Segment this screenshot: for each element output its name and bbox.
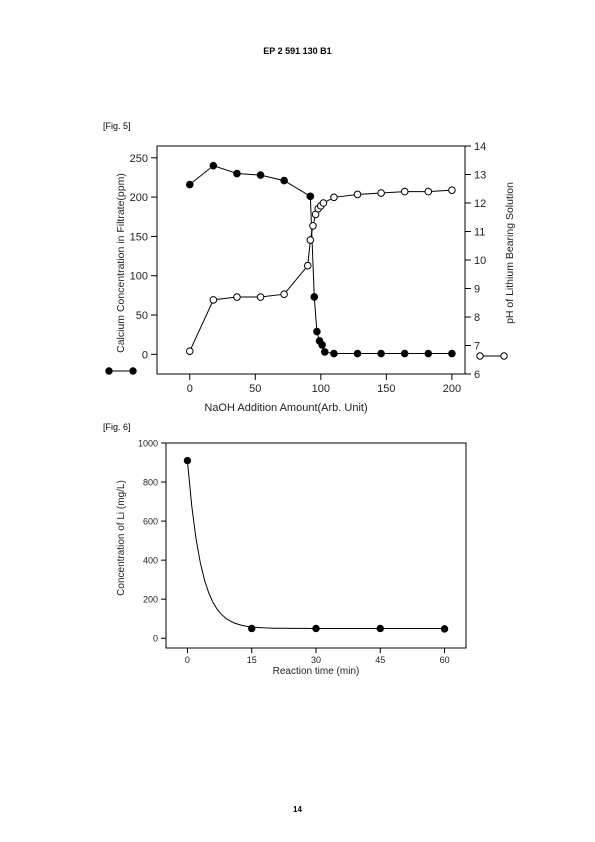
- fig5-ph-point: [256, 293, 265, 301]
- fig5-ph-point: [306, 236, 315, 244]
- fig6-li-point: [183, 456, 192, 465]
- fig6-li-points: [183, 456, 449, 633]
- fig5-left-tick-label: 250: [130, 153, 148, 165]
- fig5-bottom-tick-label: 0: [187, 383, 193, 395]
- fig5-left-tick-label: 200: [130, 192, 148, 204]
- fig5-calcium-point: [424, 349, 433, 358]
- fig6-bottom-axis: 0 15 30 45 60: [185, 648, 450, 665]
- fig5-calcium-point: [306, 192, 315, 201]
- patent-header: EP 2 591 130 B1: [263, 46, 332, 56]
- fig5-calcium-points: [185, 161, 456, 358]
- fig5-bottom-tick-label: 50: [249, 383, 261, 395]
- fig6-bottom-tick-label: 60: [440, 655, 450, 665]
- fig5-calcium-point: [280, 176, 288, 185]
- fig5-bottom-tick-label: 100: [312, 383, 330, 395]
- fig5-calcium-point: [209, 161, 218, 170]
- fig5-ph-point: [400, 187, 409, 196]
- fig5-ph-point: [303, 261, 312, 270]
- fig6-left-tick-label: 0: [153, 634, 158, 644]
- fig5-bottom-tick-label: 150: [377, 383, 395, 395]
- fig5-calcium-point: [233, 169, 241, 178]
- fig6-frame: [165, 442, 467, 649]
- page-number: 14: [293, 805, 302, 814]
- fig5-calcium-line: [189, 165, 452, 355]
- fig5-chart: 0 50 100 150 200 250 6 7 8 9 10 11 12 13 14 0 50 100 150…: [105, 141, 516, 414]
- fig5-right-tick-label: 10: [474, 255, 486, 267]
- fig5-right-tick-label: 11: [474, 227, 485, 239]
- fig6-bottom-tick-label: 0: [185, 655, 190, 665]
- fig5-calcium-point: [400, 349, 409, 358]
- fig5-calcium-point: [448, 349, 456, 358]
- fig5-ph-point: [185, 347, 194, 356]
- fig5-right-tick-label: 7: [474, 341, 480, 353]
- fig6-bottom-tick-label: 30: [311, 655, 321, 665]
- fig5-label: [Fig. 5]: [103, 121, 131, 131]
- fig5-calcium-point: [313, 327, 321, 336]
- fig5-ph-point: [280, 290, 288, 299]
- fig6-x-axis-label: Reaction time (min): [273, 666, 360, 677]
- fig6-label: [Fig. 6]: [103, 422, 131, 432]
- fig6-chart: 0 200 400 600 800 1000 0 15 30 45 60 Reaction tim…: [116, 439, 467, 677]
- fig5-calcium-point: [353, 349, 362, 358]
- fig6-left-tick-label: 800: [143, 478, 158, 488]
- fig5-right-tick-label: 13: [474, 170, 486, 182]
- fig5-left-tick-label: 100: [130, 271, 148, 283]
- fig5-right-axis: 6 7 8 9 10 11 12 13 14: [465, 141, 486, 381]
- fig5-calcium-point: [185, 180, 194, 189]
- fig5-left-axis-label: Calcium Concentration in Filtrate(ppm): [115, 173, 127, 353]
- fig6-left-axis: 0 200 400 600 800 1000: [138, 439, 166, 644]
- fig5-right-axis-label: pH of Lithium Bearing Solution: [504, 182, 516, 324]
- fig5-ph-point: [233, 293, 241, 301]
- fig6-li-curve: [186, 460, 445, 629]
- fig5-ph-point: [377, 189, 385, 197]
- fig6-left-tick-label: 600: [143, 517, 158, 527]
- fig5-left-axis: 0 50 100 150 200 250: [130, 153, 157, 361]
- fig6-li-point: [440, 625, 449, 633]
- fig5-calcium-point: [377, 349, 385, 358]
- fig5-bottom-tick-label: 200: [443, 383, 461, 395]
- fig5-calcium-point: [256, 171, 265, 179]
- fig5-calcium-point: [318, 341, 326, 349]
- fig5-right-tick-label: 9: [474, 284, 480, 296]
- fig5-ph-point: [309, 222, 317, 230]
- fig5-ph-points: [185, 186, 456, 356]
- fig5-left-tick-label: 0: [142, 349, 148, 361]
- fig5-right-tick-label: 8: [474, 312, 480, 324]
- fig5-bottom-axis: 0 50 100 150 200: [187, 374, 461, 395]
- fig6-left-tick-label: 400: [143, 556, 158, 566]
- fig5-legend-calcium: [105, 367, 137, 375]
- fig6-y-axis-label: Concentration of Li (mg/L): [116, 480, 127, 596]
- fig6-left-tick-label: 1000: [138, 439, 158, 449]
- fig5-ph-line: [189, 189, 452, 352]
- fig6-li-point: [376, 624, 384, 633]
- fig5-right-tick-label: 6: [474, 369, 480, 381]
- fig5-calcium-point: [330, 349, 338, 358]
- fig5-ph-point: [319, 199, 328, 207]
- fig6-li-point: [312, 624, 320, 633]
- fig5-ph-point: [448, 186, 456, 194]
- fig5-ph-point: [353, 190, 362, 199]
- fig6-bottom-tick-label: 15: [247, 655, 257, 665]
- fig6-left-tick-label: 200: [143, 595, 158, 605]
- fig5-ph-point: [209, 296, 218, 304]
- fig5-right-tick-label: 14: [474, 141, 486, 153]
- fig5-left-tick-label: 50: [136, 310, 148, 322]
- fig5-right-tick-label: 12: [474, 198, 486, 210]
- fig6-bottom-tick-label: 45: [375, 655, 385, 665]
- fig5-left-tick-label: 150: [130, 231, 148, 243]
- fig5-frame: [156, 145, 466, 375]
- fig5-ph-point: [330, 193, 338, 202]
- fig5-calcium-point: [310, 293, 319, 301]
- fig5-ph-point: [424, 187, 433, 196]
- fig5-x-axis-label: NaOH Addition Amount(Arb. Unit): [204, 402, 367, 414]
- fig6-li-point: [248, 624, 256, 633]
- fig5-calcium-point: [320, 348, 329, 356]
- fig5-legend-ph: [476, 352, 508, 360]
